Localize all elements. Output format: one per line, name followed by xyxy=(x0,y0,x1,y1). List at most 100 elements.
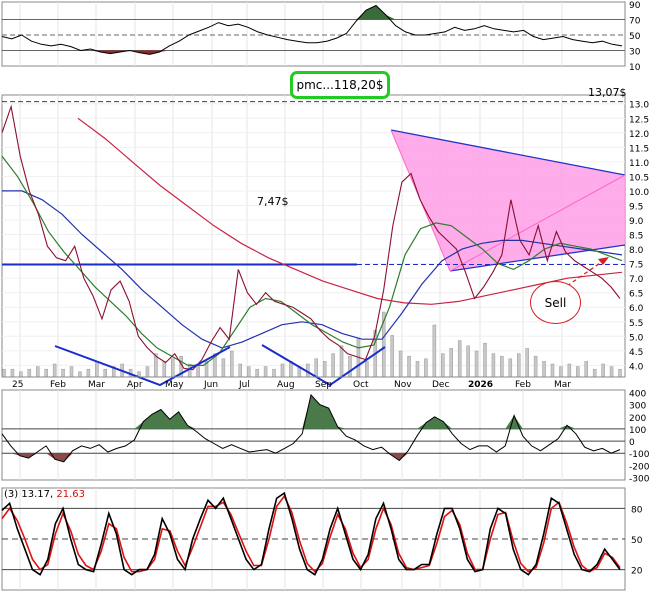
price-tick-label: 4.0 xyxy=(629,362,644,372)
price-tick-label: 12.0 xyxy=(629,130,649,140)
rsi-panel-frame xyxy=(1,1,626,67)
cci-tick-label: 300 xyxy=(629,402,646,412)
volume-bar xyxy=(52,363,57,378)
price-tick-label: 13.0 xyxy=(629,101,649,111)
trend-v-left xyxy=(54,345,231,387)
resistance-label-1307: 13,07$ xyxy=(588,86,627,99)
volume-bar xyxy=(618,368,622,378)
price-tick-label: 5.5 xyxy=(629,319,643,329)
trend-v-right xyxy=(261,344,386,387)
rsi-tick-label: 70 xyxy=(629,17,641,27)
volume-bar xyxy=(550,363,555,378)
rsi-oversold-fill xyxy=(2,50,622,55)
volume-bar xyxy=(449,348,453,378)
price-tick-label: 8.0 xyxy=(629,246,644,256)
price-tick-label: 6.0 xyxy=(629,304,644,314)
x-tick-label: 2026 xyxy=(468,380,493,390)
volume-bar xyxy=(2,368,6,378)
x-tick-label: Mar xyxy=(554,380,571,390)
x-tick-label: Aug xyxy=(277,380,295,390)
volume-bar xyxy=(246,366,251,378)
x-tick-label: Mar xyxy=(88,380,105,390)
price-tick-label: 4.5 xyxy=(629,348,643,358)
x-tick-label: May xyxy=(165,380,184,390)
cci-negative-fill xyxy=(2,453,620,462)
cci-tick-label: 400 xyxy=(629,389,646,399)
volume-bar xyxy=(592,368,597,378)
stochastic-fast-line xyxy=(1,491,621,576)
cci-tick-label: 200 xyxy=(629,414,646,424)
volume-bar xyxy=(44,368,48,378)
volume-bar xyxy=(525,348,529,378)
volume-bar xyxy=(19,371,23,378)
price-tick-label: 9.5 xyxy=(629,202,643,212)
rsi-line xyxy=(1,4,623,55)
cci-tick-label: 100 xyxy=(629,426,646,436)
volume-bar xyxy=(162,361,167,378)
volume-bar xyxy=(390,335,394,378)
x-tick-label: Sep xyxy=(315,380,332,390)
volume-bar xyxy=(424,358,428,378)
price-tick-label: 9.0 xyxy=(629,217,644,227)
volume-bar xyxy=(272,368,276,378)
x-tick-label: Jul xyxy=(238,380,250,390)
volume-bar xyxy=(322,361,327,378)
x-tick-label: 25 xyxy=(12,380,23,390)
moving-average-long xyxy=(77,117,623,305)
x-tick-label: Feb xyxy=(515,380,531,390)
x-tick-label: Jun xyxy=(203,380,218,390)
volume-bar xyxy=(95,361,99,378)
volume-bar xyxy=(27,368,32,378)
cci-tick-label: -300 xyxy=(629,475,650,485)
volume-bar xyxy=(407,355,411,378)
stochastic-legend: (3) 13.17, 21.63 xyxy=(4,489,85,500)
volume-bar xyxy=(491,353,496,378)
cci-tick-label: -200 xyxy=(629,462,650,472)
rsi-tick-label: 30 xyxy=(629,48,641,58)
volume-bar xyxy=(255,368,259,378)
volume-bar xyxy=(145,366,150,378)
volume-bar xyxy=(263,366,268,378)
x-tick-label: Dec xyxy=(432,380,449,390)
volume-bar xyxy=(441,353,445,378)
stochastic-legend-value-1: 13.17, xyxy=(21,489,56,500)
volume-bar xyxy=(432,324,437,378)
x-tick-label: Feb xyxy=(50,380,66,390)
volume-bar xyxy=(314,358,318,378)
triangle-diagonal xyxy=(449,174,626,272)
price-tick-label: 10.0 xyxy=(629,188,649,198)
volume-bar xyxy=(69,366,74,378)
stochastic-legend-value-2: 21.63 xyxy=(56,489,85,500)
pmc-label: pmc...118,20$ xyxy=(290,71,390,99)
cci-tick-label: 0 xyxy=(629,438,635,448)
volume-bar xyxy=(508,358,513,378)
moving-average-mid xyxy=(2,190,623,349)
price-tick-label: 7.5 xyxy=(629,261,643,271)
volume-bar xyxy=(398,350,403,378)
volume-bar xyxy=(559,366,563,378)
volume-bar xyxy=(601,363,605,378)
volume-bar xyxy=(457,340,462,378)
price-tick-label: 8.5 xyxy=(629,232,643,242)
volume-bar xyxy=(500,355,504,378)
stochastic-tick-label: 50 xyxy=(631,536,643,546)
price-tick-label: 12.5 xyxy=(629,115,649,125)
sell-arrow-head xyxy=(598,257,609,265)
volume-bar xyxy=(365,361,369,378)
sell-label: Sell xyxy=(530,281,581,324)
rsi-tick-label: 90 xyxy=(629,1,641,11)
stochastic-slow-line xyxy=(1,494,621,573)
triangle-lower-trendline xyxy=(449,244,626,272)
cci-positive-fill xyxy=(2,394,620,429)
volume-bar xyxy=(86,368,91,378)
triangle-pattern-fill xyxy=(391,130,625,271)
volume-bar xyxy=(61,368,65,378)
volume-bar xyxy=(609,366,614,378)
x-tick-label: Nov xyxy=(394,380,412,390)
price-tick-label: 11.0 xyxy=(629,159,649,169)
rsi-tick-label: 10 xyxy=(629,63,641,73)
price-tick-label: 6.5 xyxy=(629,290,643,300)
price-tick-label: 11.5 xyxy=(629,144,649,154)
price-tick-label: 7.0 xyxy=(629,275,644,285)
